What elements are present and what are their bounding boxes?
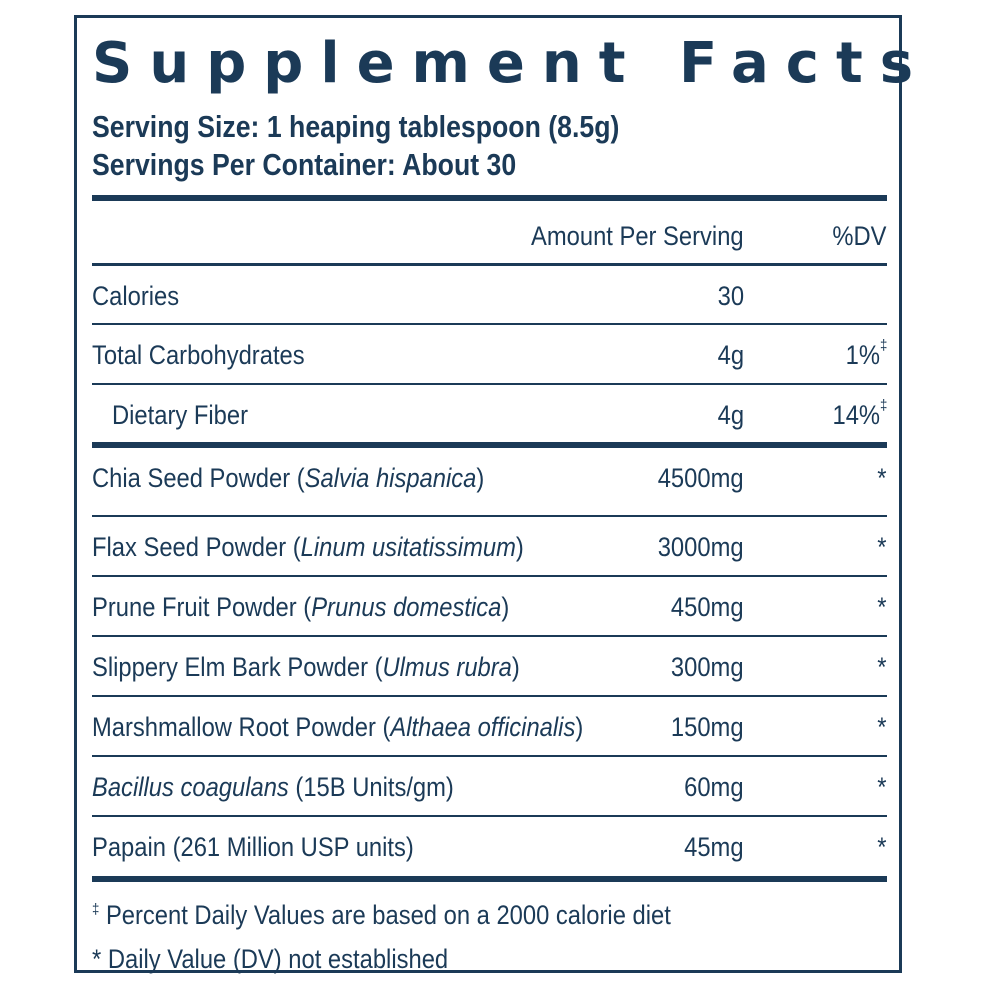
supplement-facts-panel: Supplement Facts Serving Size: 1 heaping… xyxy=(74,15,913,974)
nutrient-name: Dietary Fiber xyxy=(112,400,249,430)
dv-value: 1% xyxy=(845,340,880,370)
divider xyxy=(92,263,887,266)
footnote-daily-values: ‡ Percent Daily Values are based on a 20… xyxy=(92,897,671,933)
ingredient-dv: * xyxy=(877,712,887,742)
ingredient-latin-name: Salvia hispanica xyxy=(304,463,477,493)
ingredient-dv: * xyxy=(877,832,887,862)
footnote-not-established: * Daily Value (DV) not established xyxy=(92,944,449,974)
ingredient-dv: * xyxy=(877,532,887,562)
ingredient-row-bacillus-coagulans: Bacillus coagulans (15B Units/gm) 60mg * xyxy=(92,758,887,816)
nutrient-row-dietary-fiber: Dietary Fiber 4g 14%‡ xyxy=(92,386,887,444)
ingredient-amount: 4500mg xyxy=(658,463,744,493)
ingredient-row-chia-seed: Chia Seed Powder (Salvia hispanica) 4500… xyxy=(92,449,887,507)
ingredient-amount: 300mg xyxy=(671,652,744,682)
ingredient-common-name: Prune Fruit Powder ( xyxy=(92,592,312,622)
divider xyxy=(92,635,887,637)
nutrient-amount: 4g xyxy=(717,400,744,430)
ingredient-paren: ) xyxy=(515,532,524,562)
footnote-text: Percent Daily Values are based on a 2000… xyxy=(99,900,671,930)
panel-content: Supplement Facts Serving Size: 1 heaping… xyxy=(92,18,913,974)
ingredient-common-name: Chia Seed Powder ( xyxy=(92,463,305,493)
ingredient-amount: 45mg xyxy=(684,832,744,862)
ingredient-row-prune-fruit: Prune Fruit Powder (Prunus domestica) 45… xyxy=(92,578,887,636)
nutrient-row-calories: Calories 30 xyxy=(92,267,887,325)
dv-mark: ‡ xyxy=(879,397,887,414)
divider xyxy=(92,515,887,517)
nutrient-name: Total Carbohydrates xyxy=(92,340,305,370)
divider xyxy=(92,755,887,757)
divider-thick xyxy=(92,876,887,882)
ingredient-common-name: Flax Seed Powder ( xyxy=(92,532,301,562)
divider-thick xyxy=(92,442,887,448)
ingredient-common-name: Marshmallow Root Powder ( xyxy=(92,712,391,742)
ingredient-units: (15B Units/gm) xyxy=(288,772,454,802)
nutrient-amount: 4g xyxy=(717,340,744,370)
divider-thick xyxy=(92,195,887,201)
ingredient-dv: * xyxy=(877,772,887,802)
ingredient-common-name: Slippery Elm Bark Powder ( xyxy=(92,652,383,682)
ingredient-dv: * xyxy=(877,652,887,682)
divider xyxy=(92,815,887,817)
ingredient-paren: ) xyxy=(511,652,520,682)
ingredient-paren: ) xyxy=(476,463,485,493)
divider xyxy=(92,323,887,325)
ingredient-name: Chia Seed Powder (Salvia hispanica) xyxy=(92,449,484,507)
ingredient-paren: ) xyxy=(575,712,584,742)
ingredient-name: Marshmallow Root Powder (Althaea officin… xyxy=(92,698,583,756)
dv-header: %DV xyxy=(832,221,887,251)
nutrient-row-total-carbohydrates: Total Carbohydrates 4g 1%‡ xyxy=(92,326,887,384)
ingredient-paren: ) xyxy=(501,592,510,622)
ingredient-latin-name: Althaea officinalis xyxy=(390,712,576,742)
amount-per-serving-header: Amount Per Serving xyxy=(531,221,744,251)
ingredient-amount: 150mg xyxy=(671,712,744,742)
ingredient-name: Flax Seed Powder (Linum usitatissimum) xyxy=(92,518,524,576)
nutrient-name: Calories xyxy=(92,281,180,311)
ingredient-latin-name: Linum usitatissimum xyxy=(300,532,516,562)
ingredient-amount: 3000mg xyxy=(658,532,744,562)
ingredient-latin-name: Bacillus coagulans xyxy=(92,772,289,802)
ingredient-name: Bacillus coagulans (15B Units/gm) xyxy=(92,758,454,816)
divider xyxy=(92,695,887,697)
serving-size: Serving Size: 1 heaping tablespoon (8.5g… xyxy=(92,109,620,144)
divider xyxy=(92,575,887,577)
ingredient-row-slippery-elm: Slippery Elm Bark Powder (Ulmus rubra) 3… xyxy=(92,638,887,696)
footnote-mark: ‡ xyxy=(92,901,100,918)
nutrient-dv: 1%‡ xyxy=(845,326,887,384)
ingredient-dv: * xyxy=(877,592,887,622)
dv-value: 14% xyxy=(832,400,880,430)
ingredient-name: Papain (261 Million USP units) xyxy=(92,832,414,862)
column-header-row: Amount Per Serving %DV xyxy=(92,207,887,265)
servings-per-container: Servings Per Container: About 30 xyxy=(92,147,517,182)
nutrient-dv: 14%‡ xyxy=(832,386,887,444)
nutrient-amount: 30 xyxy=(717,281,744,311)
ingredient-dv: * xyxy=(877,463,887,493)
ingredient-name: Slippery Elm Bark Powder (Ulmus rubra) xyxy=(92,638,520,696)
dv-mark: ‡ xyxy=(879,337,887,354)
ingredient-row-papain: Papain (261 Million USP units) 45mg * xyxy=(92,818,887,876)
ingredient-row-flax-seed: Flax Seed Powder (Linum usitatissimum) 3… xyxy=(92,518,887,576)
ingredient-row-marshmallow-root: Marshmallow Root Powder (Althaea officin… xyxy=(92,698,887,756)
divider xyxy=(92,383,887,385)
ingredient-latin-name: Prunus domestica xyxy=(311,592,502,622)
panel-title: Supplement Facts xyxy=(92,31,931,96)
ingredient-latin-name: Ulmus rubra xyxy=(382,652,512,682)
ingredient-amount: 450mg xyxy=(671,592,744,622)
ingredient-name: Prune Fruit Powder (Prunus domestica) xyxy=(92,578,509,636)
ingredient-amount: 60mg xyxy=(684,772,744,802)
